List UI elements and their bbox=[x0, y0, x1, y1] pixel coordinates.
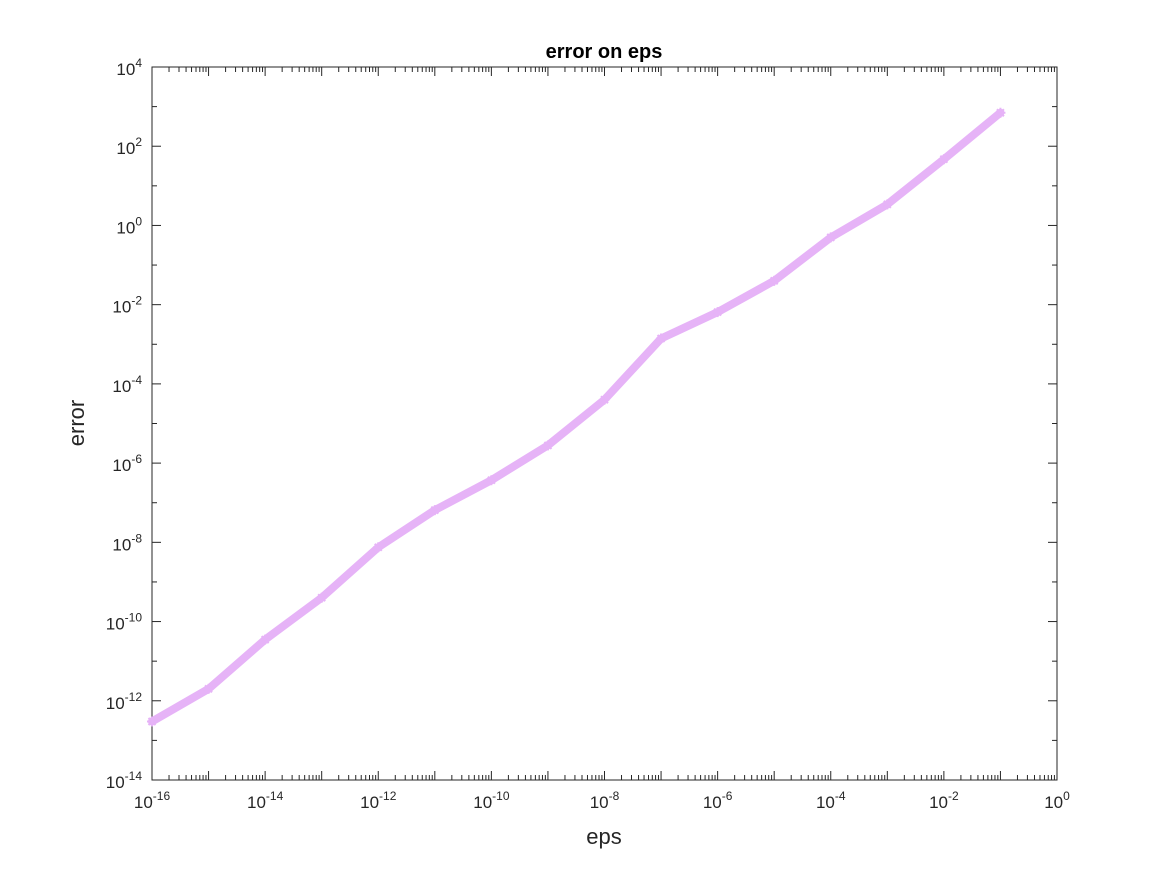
tick-base: 10 bbox=[106, 694, 125, 713]
minor-ticks bbox=[152, 67, 1057, 780]
data-point bbox=[486, 475, 497, 486]
data-point bbox=[712, 307, 723, 318]
marker-stroke bbox=[769, 276, 779, 286]
tick-exponent: 2 bbox=[135, 135, 142, 149]
marker-stroke bbox=[487, 476, 496, 485]
data-point bbox=[656, 333, 667, 344]
x-tick-label: 10-10 bbox=[473, 789, 510, 812]
x-tick-labels: 10-16 10-14 10-12 10-10 10-8 10-6 10-4 10-2 100 bbox=[134, 789, 1070, 812]
x-tick-label: 10-2 bbox=[929, 789, 959, 812]
tick-base: 10 bbox=[816, 793, 835, 812]
tick-base: 10 bbox=[106, 773, 125, 792]
marker-stroke bbox=[656, 334, 666, 343]
tick-exponent: -6 bbox=[722, 789, 733, 803]
y-tick-label: 10-14 bbox=[106, 769, 143, 792]
marker-stroke bbox=[147, 717, 157, 726]
marker-stroke bbox=[883, 200, 892, 209]
tick-base: 10 bbox=[106, 615, 125, 634]
marker-stroke bbox=[713, 307, 722, 317]
series-layer bbox=[147, 107, 1006, 727]
y-tick-label: 100 bbox=[116, 214, 142, 237]
marker-stroke bbox=[430, 505, 440, 515]
marker-stroke bbox=[826, 233, 835, 242]
data-point bbox=[882, 199, 893, 210]
tick-exponent: -16 bbox=[153, 789, 171, 803]
data-point bbox=[769, 275, 780, 286]
data-point bbox=[203, 683, 214, 694]
tick-exponent: -12 bbox=[125, 690, 143, 704]
marker-stroke bbox=[204, 684, 213, 694]
y-tick-label: 10-2 bbox=[112, 294, 142, 317]
y-tick-label: 10-8 bbox=[112, 531, 142, 554]
x-tick-label: 10-16 bbox=[134, 789, 171, 812]
x-tick-label: 10-8 bbox=[590, 789, 620, 812]
tick-exponent: -14 bbox=[266, 789, 284, 803]
y-tick-label: 10-10 bbox=[106, 611, 143, 634]
y-tick-label: 102 bbox=[116, 135, 142, 158]
tick-exponent: -8 bbox=[131, 531, 142, 545]
series-line bbox=[148, 108, 1005, 726]
tick-base: 10 bbox=[112, 535, 131, 554]
marker-stroke bbox=[317, 593, 326, 602]
tick-exponent: -14 bbox=[125, 769, 143, 783]
tick-exponent: 4 bbox=[135, 56, 142, 70]
marker-stroke bbox=[543, 441, 553, 450]
y-tick-label: 104 bbox=[116, 56, 142, 79]
data-point bbox=[147, 716, 157, 727]
tick-exponent: -10 bbox=[125, 611, 143, 625]
tick-base: 10 bbox=[134, 793, 153, 812]
tick-base: 10 bbox=[112, 456, 131, 475]
y-tick-label: 10-12 bbox=[106, 690, 143, 713]
y-tick-label: 10-6 bbox=[112, 452, 142, 475]
tick-base: 10 bbox=[112, 377, 131, 396]
data-point bbox=[260, 634, 271, 645]
tick-base: 10 bbox=[1044, 793, 1063, 812]
data-point bbox=[825, 232, 836, 243]
tick-exponent: 0 bbox=[1063, 789, 1070, 803]
data-point bbox=[316, 592, 327, 603]
data-point bbox=[995, 107, 1006, 118]
tick-base: 10 bbox=[360, 793, 379, 812]
tick-exponent: -12 bbox=[379, 789, 397, 803]
marker-stroke bbox=[260, 635, 270, 644]
tick-base: 10 bbox=[703, 793, 722, 812]
tick-exponent: -2 bbox=[131, 294, 142, 308]
tick-base: 10 bbox=[116, 139, 135, 158]
tick-base: 10 bbox=[590, 793, 609, 812]
marker-stroke bbox=[374, 543, 383, 552]
tick-exponent: 0 bbox=[135, 214, 142, 228]
tick-base: 10 bbox=[116, 218, 135, 237]
data-point bbox=[599, 394, 610, 405]
x-tick-label: 10-14 bbox=[247, 789, 284, 812]
data-point bbox=[429, 505, 440, 516]
tick-exponent: -2 bbox=[948, 789, 959, 803]
tick-base: 10 bbox=[473, 793, 492, 812]
tick-exponent: -10 bbox=[492, 789, 510, 803]
marker-stroke bbox=[600, 395, 609, 404]
x-tick-label: 100 bbox=[1044, 789, 1070, 812]
x-tick-label: 10-6 bbox=[703, 789, 733, 812]
tick-base: 10 bbox=[929, 793, 948, 812]
plot-frame bbox=[151, 66, 1058, 781]
marker-stroke bbox=[939, 155, 949, 164]
data-point bbox=[938, 154, 949, 165]
tick-base: 10 bbox=[112, 298, 131, 317]
data-point bbox=[542, 440, 553, 451]
x-axis-title: eps bbox=[586, 824, 621, 849]
y-tick-label: 10-4 bbox=[112, 373, 142, 396]
x-tick-label: 10-12 bbox=[360, 789, 397, 812]
data-point bbox=[373, 542, 384, 553]
tick-base: 10 bbox=[247, 793, 266, 812]
x-tick-label: 10-4 bbox=[816, 789, 846, 812]
tick-exponent: -6 bbox=[131, 452, 142, 466]
tick-exponent: -4 bbox=[131, 373, 142, 387]
y-axis-title: error bbox=[64, 400, 89, 446]
tick-exponent: -8 bbox=[609, 789, 620, 803]
tick-base: 10 bbox=[116, 60, 135, 79]
tick-exponent: -4 bbox=[835, 789, 846, 803]
marker-stroke bbox=[996, 108, 1005, 117]
chart-title: error on eps bbox=[546, 41, 663, 63]
